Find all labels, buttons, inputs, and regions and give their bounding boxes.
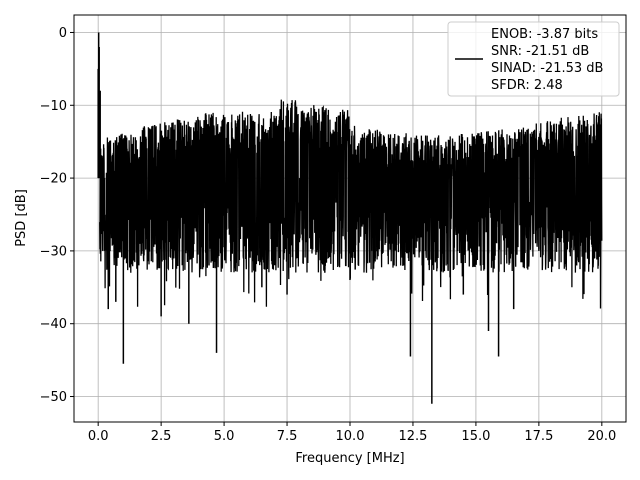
y-tick-label: −30 — [40, 244, 67, 259]
y-tick-label: −20 — [40, 172, 67, 187]
x-axis-label: Frequency [MHz] — [295, 451, 404, 466]
plot-area — [97, 32, 603, 404]
y-tick-label: −40 — [40, 317, 67, 332]
x-tick-label: 2.5 — [151, 429, 172, 444]
legend-sinad: SINAD: -21.53 dB — [491, 61, 603, 76]
psd-trace — [99, 99, 603, 309]
y-axis-label: PSD [dB] — [14, 189, 29, 247]
legend-box — [447, 21, 620, 97]
x-tick-label: 5.0 — [214, 429, 235, 444]
x-tick-label: 7.5 — [277, 429, 298, 444]
y-axis-ticks: 0 −10 −20 −30 −40 −50 — [40, 26, 74, 405]
legend-enob: ENOB: -3.87 bits — [491, 27, 598, 42]
legend: ENOB: -3.87 bits SNR: -21.51 dB SINAD: -… — [447, 21, 620, 97]
y-tick-label: −50 — [40, 390, 67, 405]
x-tick-label: 17.5 — [524, 429, 553, 444]
legend-sfdr: SFDR: 2.48 — [491, 78, 563, 93]
x-tick-label: 10.0 — [336, 429, 365, 444]
x-axis-ticks: 0.0 2.5 5.0 7.5 10.0 12.5 15.0 17.5 20.0 — [88, 422, 616, 444]
x-tick-label: 20.0 — [587, 429, 616, 444]
psd-noise-trace — [99, 99, 603, 309]
y-tick-label: −10 — [40, 99, 67, 114]
y-tick-label: 0 — [59, 26, 67, 41]
x-tick-label: 12.5 — [398, 429, 427, 444]
legend-snr: SNR: -21.51 dB — [491, 44, 589, 59]
x-tick-label: 0.0 — [88, 429, 109, 444]
x-tick-label: 15.0 — [461, 429, 490, 444]
series-0 — [97, 32, 590, 404]
